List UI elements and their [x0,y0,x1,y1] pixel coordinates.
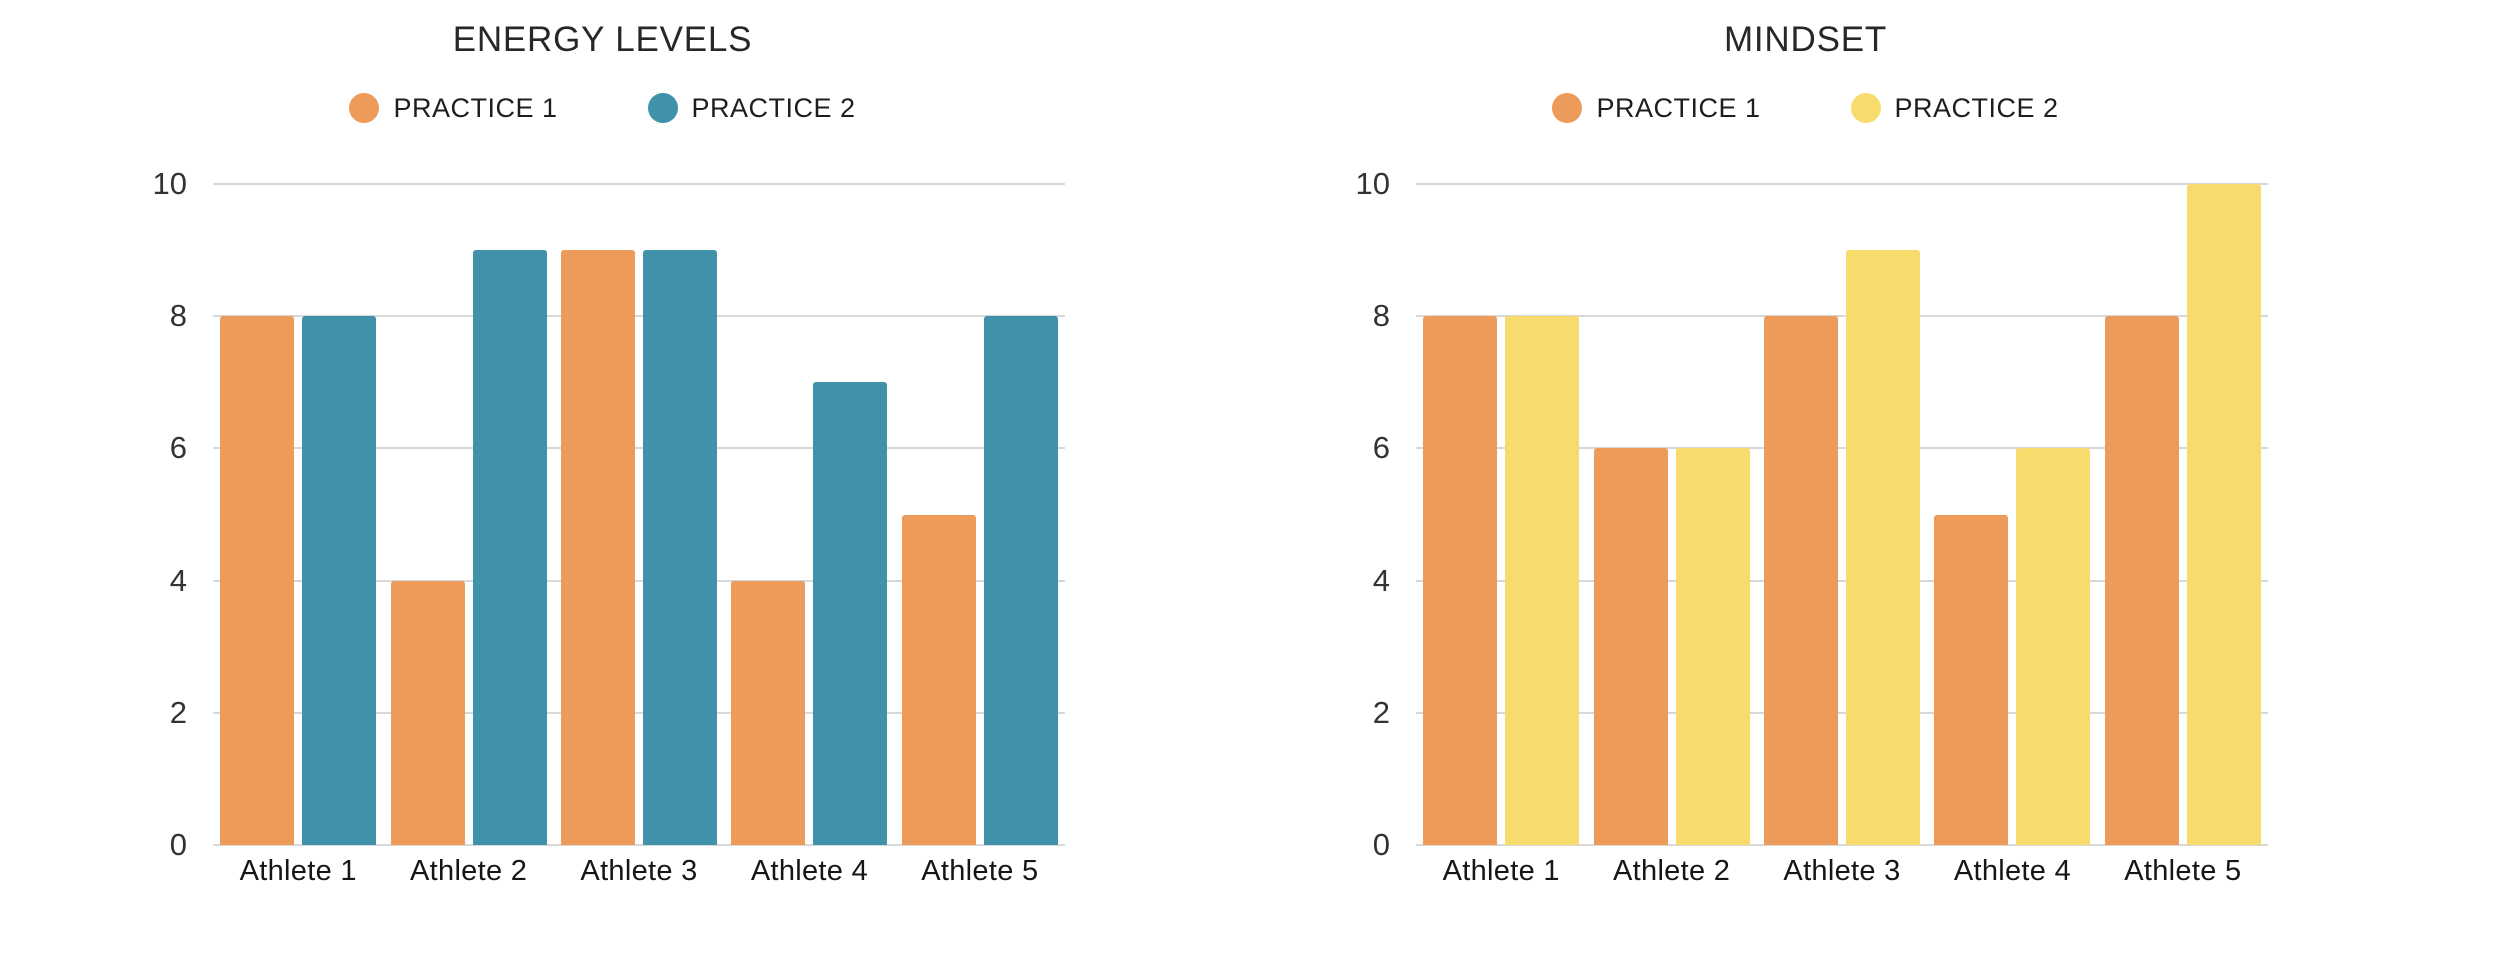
legend-marker-icon [647,93,678,123]
plot [213,183,1065,846]
plot-area: 0 2 4 6 8 10 [1343,166,2268,862]
bar [302,316,377,845]
x-category-label: Athlete 1 [239,855,357,887]
bar [2104,316,2179,845]
energy-levels-chart: ENERGY LEVELS PRACTICE 1 PRACTICE 2 0 2 4 6… [140,20,1065,888]
y-tick-label: 2 [169,694,187,730]
gridline [213,579,1065,582]
gridline [1416,447,2268,450]
legend-label: PRACTICE 2 [1894,92,2059,123]
y-tick-label: 10 [152,166,187,201]
gridline [1416,183,2268,185]
gridline [213,183,1065,185]
gridline [213,315,1065,318]
legend-item-practice-2: PRACTICE 2 [647,92,856,124]
gridline [213,447,1065,450]
bar [1675,448,1750,845]
x-category-label: Athlete 3 [580,855,698,887]
bar-group [213,184,383,845]
gridline [213,711,1065,714]
legend-item-practice-1: PRACTICE 1 [1552,93,1760,124]
x-category-label: Athlete 5 [2124,855,2242,887]
chart-title: MINDSET [1723,20,1888,59]
bar-group [383,184,553,845]
bar [1593,448,1668,845]
bar-group [724,184,894,845]
x-axis-labels: Athlete 1 Athlete 2 Athlete 3 Athlete 4 Athl… [213,855,1065,888]
bar [901,514,976,845]
bar [1423,316,1498,845]
gridline [213,844,1065,846]
legend-marker-icon [1850,93,1881,123]
legend-label: PRACTICE 1 [1596,92,1761,123]
bar-group [1416,184,1586,845]
x-category-label: Athlete 3 [1783,855,1901,887]
bar-group [2098,184,2268,845]
y-axis: 0 2 4 6 8 10 [1343,166,1416,862]
y-tick-label: 0 [1372,827,1390,862]
mindset-chart: MINDSET PRACTICE 1 PRACTICE 2 0 2 4 6 8 10 At… [1343,20,2268,888]
legend-marker-icon [1552,93,1583,123]
bar [643,250,718,845]
legend-label: PRACTICE 1 [393,92,558,123]
y-tick-label: 2 [1372,694,1390,730]
y-tick-label: 4 [1372,562,1390,598]
plot-area: 0 2 4 6 8 10 [140,166,1065,862]
bar [731,580,806,845]
y-tick-label: 4 [169,562,187,598]
bar [1764,316,1839,845]
x-category-label: Athlete 5 [921,855,1039,887]
bar [472,250,547,845]
legend-label: PRACTICE 2 [691,92,856,123]
y-axis: 0 2 4 6 8 10 [140,166,213,862]
x-category-label: Athlete 4 [750,855,868,887]
plot [1416,183,2268,846]
bar-group [1927,184,2097,845]
y-tick-label: 6 [1372,430,1390,466]
bar [2016,448,2091,845]
x-category-label: Athlete 4 [1953,855,2071,887]
legend: PRACTICE 1 PRACTICE 2 [1343,90,2268,126]
gridline [1416,844,2268,846]
bar [220,316,295,845]
y-tick-label: 8 [169,298,187,334]
legend: PRACTICE 1 PRACTICE 2 [140,90,1065,126]
gridline [1416,711,2268,714]
x-category-label: Athlete 2 [410,855,528,887]
x-category-label: Athlete 2 [1613,855,1731,887]
bar [813,382,888,845]
bar [1934,514,2009,845]
bars-layer [213,184,1065,845]
gridline [1416,315,2268,318]
legend-item-practice-1: PRACTICE 1 [349,93,557,124]
y-tick-label: 10 [1355,166,1390,201]
x-category-label: Athlete 1 [1442,855,1560,887]
bar-group [895,184,1065,845]
chart-title: ENERGY LEVELS [452,20,753,59]
y-tick-label: 6 [169,430,187,466]
bar [390,580,465,845]
bar-group [1757,184,1927,845]
bar [561,250,636,845]
legend-marker-icon [349,93,380,123]
bar-group [1586,184,1756,845]
y-tick-label: 8 [1372,298,1390,334]
bars-layer [1416,184,2268,845]
x-axis-labels: Athlete 1 Athlete 2 Athlete 3 Athlete 4 Athl… [1416,855,2268,888]
gridline [1416,579,2268,582]
bar [1505,316,1580,845]
y-tick-label: 0 [169,827,187,862]
bar [1846,250,1921,845]
bar-group [554,184,724,845]
bar [983,316,1058,845]
legend-item-practice-2: PRACTICE 2 [1850,92,2059,124]
bar [2186,184,2261,845]
